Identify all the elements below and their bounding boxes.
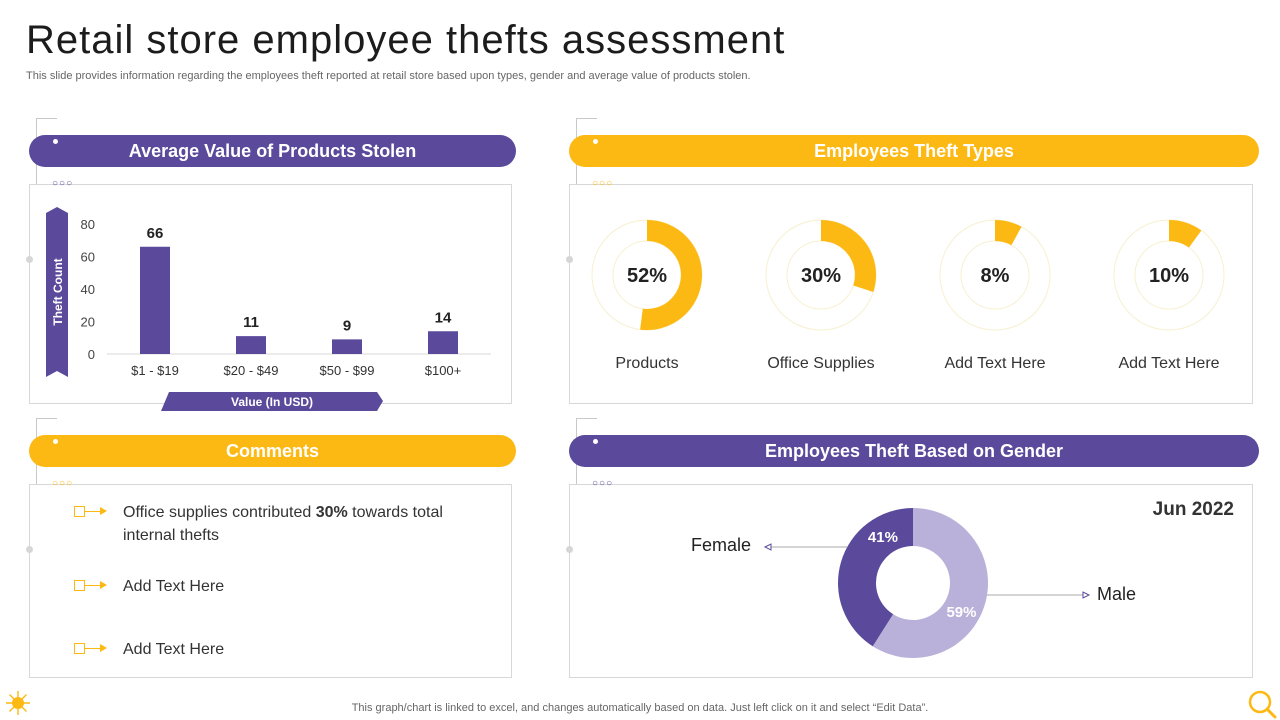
side-dot (26, 256, 33, 263)
footer-note: This graph/chart is linked to excel, and… (351, 702, 929, 714)
x-tick-label: $1 - $19 (131, 363, 179, 378)
arrow-bullet-icon (74, 579, 110, 593)
donut-category-label: Add Text Here (944, 355, 1045, 372)
male-label: Male (1097, 584, 1136, 604)
donut-category-label: Office Supplies (767, 355, 874, 372)
bar-chart: Theft Count 0 20 40 60 80 66 $1 - $19 11 $20 - $… (46, 207, 491, 411)
side-dot (26, 546, 33, 553)
magnifier-icon (1248, 690, 1277, 719)
donut-segment (640, 220, 702, 330)
donut-slice-male (872, 508, 988, 658)
date-annotation: Jun 2022 (1153, 499, 1234, 520)
y-axis-label: Theft Count (51, 258, 65, 325)
panel-decoration (36, 418, 57, 439)
page-title: Retail store employee thefts assessment (26, 18, 786, 62)
x-tick-label: $20 - $49 (224, 363, 279, 378)
female-arrow-icon (763, 543, 772, 551)
y-tick-label: 80 (81, 217, 95, 232)
header-pin (593, 139, 598, 144)
dots-decoration: ○○○ (52, 178, 74, 189)
donut-segment (820, 220, 876, 292)
dots-decoration: ○○○ (52, 478, 74, 489)
side-dot (566, 546, 573, 553)
donut-value-label: 52% (627, 265, 667, 287)
bar (236, 336, 266, 354)
panel-decoration (36, 118, 57, 139)
donut-inner-ring (960, 240, 1030, 310)
sun-icon (6, 691, 30, 715)
comments-header: Comments (29, 435, 516, 467)
y-tick-label: 60 (81, 250, 95, 265)
female-value-label: 41% (868, 529, 898, 546)
bar-value-label: 9 (343, 317, 351, 334)
panel-decoration (576, 118, 597, 139)
arrow-bullet-icon (74, 642, 110, 656)
y-tick-label: 20 (81, 315, 95, 330)
header-pin (593, 439, 598, 444)
comment-text: Office supplies contributed 30% towards … (123, 504, 443, 544)
dots-decoration: ○○○ (592, 178, 614, 189)
panel-decoration (576, 418, 597, 439)
donut-slice-female (838, 508, 913, 647)
comment-item: Office supplies contributed 30% towards … (74, 501, 463, 547)
arrow-bullet-icon (74, 505, 110, 519)
page-subtitle: This slide provides information regardin… (26, 70, 751, 82)
bar-value-label: 66 (147, 225, 164, 242)
bar-chart-panel (29, 184, 512, 404)
x-axis-label: Value (In USD) (231, 395, 313, 409)
x-tick-label: $100+ (425, 363, 462, 378)
donut-inner-ring (1134, 240, 1204, 310)
x-axis-banner (161, 392, 383, 411)
comment-item: Add Text Here (74, 638, 463, 661)
bar-value-label: 11 (243, 314, 259, 331)
comment-item: Add Text Here (74, 575, 463, 598)
bar (428, 331, 458, 354)
theft-types-donuts: 52% Products 30% Office Supplies 8% Add Text … (591, 219, 1225, 372)
side-dot (566, 256, 573, 263)
male-value-label: 59% (946, 604, 976, 621)
donut-value-label: 10% (1149, 265, 1189, 287)
donut-segment (994, 220, 1022, 246)
comment-text: Add Text Here (123, 578, 225, 595)
dots-decoration: ○○○ (592, 478, 614, 489)
female-label: Female (691, 535, 751, 555)
donut-category-label: Add Text Here (1118, 355, 1219, 372)
donut-category-label: Products (615, 355, 678, 372)
header-pin (53, 439, 58, 444)
gender-header: Employees Theft Based on Gender (569, 435, 1259, 467)
gender-donut-chart: Jun 2022 41% 59% Female Male (691, 499, 1234, 658)
comments-panel (29, 484, 512, 678)
donut-value-label: 30% (801, 265, 841, 287)
bar-value-label: 14 (435, 309, 452, 326)
avg-value-header: Average Value of Products Stolen (29, 135, 516, 167)
theft-types-header: Employees Theft Types (569, 135, 1259, 167)
bar (140, 246, 170, 354)
bar (332, 339, 362, 354)
male-arrow-icon (1082, 591, 1091, 599)
y-tick-label: 40 (81, 282, 95, 297)
x-tick-label: $50 - $99 (320, 363, 375, 378)
y-axis-banner (46, 207, 68, 377)
header-pin (53, 139, 58, 144)
donut-value-label: 8% (981, 265, 1010, 287)
y-tick-label: 0 (88, 347, 95, 362)
comment-text: Add Text Here (123, 641, 225, 658)
donut-segment (1168, 220, 1202, 248)
